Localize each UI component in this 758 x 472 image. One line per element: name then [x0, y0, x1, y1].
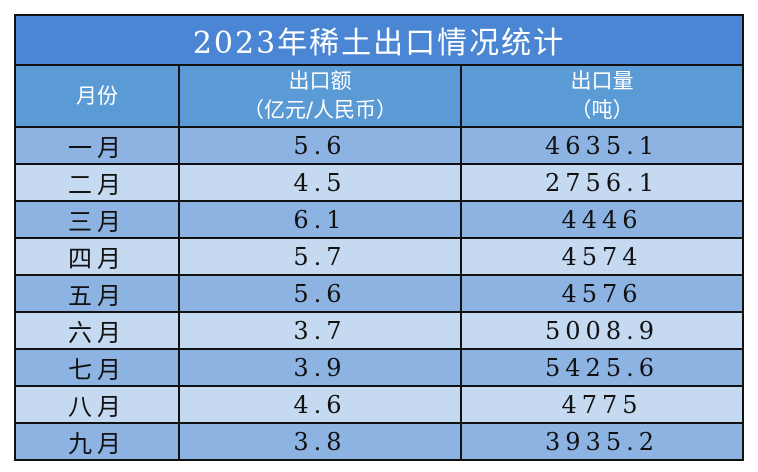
value-cell: 2756.1: [459, 163, 745, 202]
header-text: （亿元/人民币）: [242, 98, 398, 122]
value-cell: 6.1: [178, 200, 462, 239]
data-row: 八月 4.6 4775: [14, 385, 745, 424]
header-cell: 月份: [14, 64, 180, 128]
value-cell: 5.6: [178, 126, 462, 165]
header-text: 月份: [76, 83, 118, 108]
value-cell: 3.9: [178, 348, 462, 387]
data-row: 五月 5.6 4576: [14, 274, 745, 313]
month-cell: 二月: [14, 163, 180, 202]
header-cell: 出口量 （吨）: [459, 64, 745, 128]
month-cell: 八月: [14, 385, 180, 424]
data-row: 六月 3.7 5008.9: [14, 311, 745, 350]
value-cell: 5.7: [178, 237, 462, 276]
value-cell: 3.8: [178, 422, 462, 461]
month-cell: 三月: [14, 200, 180, 239]
data-row: 三月 6.1 4446: [14, 200, 745, 239]
value-cell: 4576: [459, 274, 745, 313]
value-cell: 5.6: [178, 274, 462, 313]
data-row: 九月 3.8 3935.2: [14, 422, 745, 461]
data-row: 一月 5.6 4635.1: [14, 126, 745, 165]
value-cell: 3.7: [178, 311, 462, 350]
value-cell: 4.5: [178, 163, 462, 202]
export-table: 2023年稀土出口情况统计 月份 出口额 （亿元/人民币） 出口量 （吨） 一月 5.6 46…: [13, 14, 745, 461]
month-cell: 七月: [14, 348, 180, 387]
value-cell: 4.6: [178, 385, 462, 424]
header-text: 出口量: [570, 69, 634, 93]
data-row: 四月 5.7 4574: [14, 237, 745, 276]
value-cell: 4446: [459, 200, 745, 239]
table-title: 2023年稀土出口情况统计: [13, 14, 745, 66]
header-row: 月份 出口额 （亿元/人民币） 出口量 （吨）: [14, 64, 745, 128]
month-cell: 一月: [14, 126, 180, 165]
header-text: （吨）: [570, 98, 634, 122]
value-cell: 3935.2: [459, 422, 745, 461]
value-cell: 4635.1: [459, 126, 745, 165]
value-cell: 4775: [459, 385, 745, 424]
data-row: 七月 3.9 5425.6: [14, 348, 745, 387]
month-cell: 六月: [14, 311, 180, 350]
month-cell: 九月: [14, 422, 180, 461]
value-cell: 4574: [459, 237, 745, 276]
header-cell: 出口额 （亿元/人民币）: [178, 64, 462, 128]
value-cell: 5008.9: [459, 311, 745, 350]
header-text: 出口额: [288, 69, 352, 93]
value-cell: 5425.6: [459, 348, 745, 387]
title-row: 2023年稀土出口情况统计: [13, 14, 745, 66]
data-row: 二月 4.5 2756.1: [14, 163, 745, 202]
month-cell: 四月: [14, 237, 180, 276]
month-cell: 五月: [14, 274, 180, 313]
